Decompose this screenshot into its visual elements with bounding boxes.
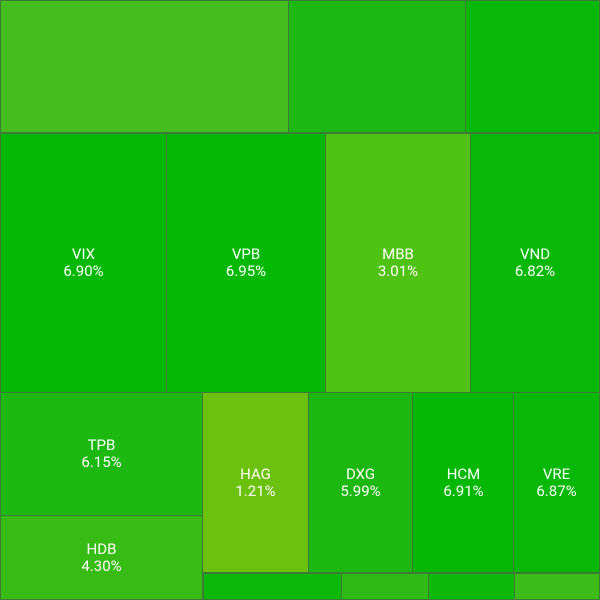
tile-label: HCM [446,464,481,483]
tile-label: TPB [87,436,116,454]
tile-value: 6.95% [225,262,267,280]
tile-value: 6.90% [63,262,104,280]
tile: TPB 6.15% [0,392,203,516]
tile-label: HDB [86,539,117,558]
tile-label: VND [519,245,551,263]
tile [0,0,289,133]
tile [341,573,429,600]
tile-label: HAG [240,464,271,483]
tile-value: 6.91% [443,481,484,500]
tile-value: 6.87% [536,481,577,500]
tile-label: DXG [345,464,376,483]
tile: HDB 4.30% [0,515,203,600]
tile [203,573,342,600]
tile-label: VPB [231,245,261,263]
tile [465,0,600,133]
tile [288,0,466,133]
tile: VND 6.82% [470,133,600,393]
tile-value: 6.82% [514,262,556,280]
tile: MBB 3.01% [325,133,471,393]
tile-value: 1.21% [235,481,276,500]
tile-label: MBB [382,245,414,263]
tile: HCM 6.91% [412,392,515,573]
tile: VRE 6.87% [513,392,600,573]
tile: HAG 1.21% [202,392,309,573]
tile [428,573,515,600]
tile-value: 6.15% [81,453,122,471]
tile-label: VIX [71,245,96,263]
tile: VPB 6.95% [166,133,326,393]
tile: DXG 5.99% [308,392,413,573]
tile-value: 4.30% [81,556,122,575]
tile [514,573,600,600]
tile-label: VRE [542,464,571,483]
tile: VIX 6.90% [0,133,167,393]
tile-value: 5.99% [340,481,381,500]
tile-value: 3.01% [377,262,419,280]
